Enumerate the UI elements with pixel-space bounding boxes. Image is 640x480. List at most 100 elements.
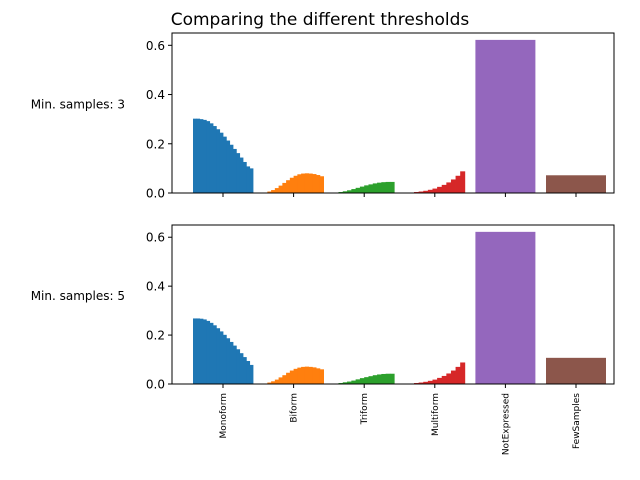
- bar-monoform: [206, 320, 211, 384]
- bar-monoform: [216, 129, 221, 193]
- bar-multiform: [427, 189, 433, 193]
- bar-multiform: [446, 373, 452, 384]
- bar-triform: [364, 185, 369, 193]
- bar-monoform: [213, 325, 217, 384]
- bar-multiform: [441, 184, 447, 193]
- bar-biform: [308, 366, 313, 384]
- bar-monoform: [243, 357, 247, 384]
- bar-monoform: [226, 338, 231, 384]
- bar-triform: [355, 187, 361, 193]
- y-tick-label: 0.0: [146, 378, 165, 392]
- bar-fewsamples: [546, 175, 606, 193]
- bar-monoform: [239, 353, 244, 384]
- bar-monoform: [209, 123, 214, 193]
- bar-triform: [359, 186, 365, 193]
- x-tick-label: Biform: [290, 393, 300, 423]
- bar-biform: [271, 190, 276, 193]
- bar-triform: [372, 375, 378, 384]
- bar-biform: [308, 173, 313, 193]
- bar-monoform: [216, 328, 221, 384]
- chart-title: Comparing the different thresholds: [171, 10, 470, 30]
- x-tick-label: Monoform: [219, 393, 229, 438]
- bar-multiform: [441, 375, 447, 384]
- bar-triform: [351, 380, 357, 384]
- bar-triform: [372, 183, 378, 193]
- x-tick-label: Triform: [360, 393, 370, 425]
- bar-triform: [347, 190, 352, 193]
- bar-biform: [274, 379, 279, 384]
- bar-monoform: [249, 168, 254, 193]
- axes-frame: [171, 224, 615, 385]
- bar-triform: [381, 182, 387, 193]
- bar-biform: [278, 377, 283, 384]
- bar-multiform: [437, 186, 443, 193]
- bar-multiform: [423, 190, 429, 193]
- bar-multiform: [418, 191, 424, 193]
- bar-multiform: [423, 381, 429, 384]
- y-tick-label: 0.2: [146, 137, 165, 151]
- bar-monoform: [229, 341, 234, 384]
- bar-monoform: [219, 132, 224, 193]
- bar-multiform: [446, 182, 452, 193]
- panel-2: Min. samples: 5 0.0 0.2 0.4 0.6 Monoform Bifor…: [31, 224, 615, 455]
- bar-biform: [316, 368, 321, 384]
- bar-monoform: [233, 345, 237, 384]
- panel-label: Min. samples: 5: [31, 289, 125, 303]
- bar-multiform: [432, 188, 438, 193]
- bar-triform: [342, 191, 348, 193]
- bar-monoform: [236, 153, 241, 193]
- bar-biform: [304, 366, 309, 384]
- bar-biform: [289, 177, 294, 193]
- bar-biform: [319, 176, 324, 193]
- bar-biform: [267, 382, 272, 384]
- x-tick-label: NotExpressed: [501, 393, 511, 455]
- bar-biform: [316, 175, 321, 193]
- bar-biform: [297, 174, 302, 193]
- bar-biform: [267, 191, 272, 193]
- bar-notexpressed: [475, 231, 536, 384]
- bar-biform: [304, 173, 309, 193]
- bar-monoform: [199, 119, 204, 193]
- bar-triform: [389, 373, 395, 384]
- bar-monoform: [193, 318, 197, 384]
- bar-triform: [364, 377, 369, 384]
- bar-triform: [351, 189, 357, 193]
- bar-multiform: [455, 366, 461, 384]
- bar-triform: [377, 374, 382, 384]
- bar-monoform: [226, 140, 231, 193]
- bar-biform: [301, 366, 306, 384]
- bar-triform: [385, 181, 391, 193]
- bar-biform: [293, 368, 298, 384]
- bar-monoform: [193, 118, 197, 193]
- bar-biform: [297, 367, 302, 384]
- bar-multiform: [418, 382, 424, 384]
- bar-monoform: [196, 318, 201, 384]
- bar-multiform: [460, 171, 466, 193]
- bar-notexpressed: [475, 39, 536, 193]
- bar-monoform: [246, 166, 251, 193]
- bar-triform: [359, 378, 365, 384]
- bar-multiform: [450, 179, 456, 193]
- bar-monoform: [243, 161, 247, 193]
- y-tick-label: 0.6: [146, 39, 165, 53]
- bar-multiform: [437, 377, 443, 384]
- bar-monoform: [229, 144, 234, 193]
- bar-multiform: [432, 379, 438, 384]
- bar-biform: [319, 369, 324, 384]
- bar-biform: [286, 180, 291, 193]
- bar-multiform: [455, 175, 461, 193]
- y-tick-label: 0.0: [146, 187, 165, 201]
- bar-biform: [289, 370, 294, 384]
- bar-triform: [385, 373, 391, 384]
- bar-triform: [389, 181, 395, 193]
- y-tick-label: 0.2: [146, 329, 165, 343]
- bar-multiform: [450, 370, 456, 384]
- bar-triform: [347, 381, 352, 384]
- bar-triform: [377, 182, 382, 193]
- bar-monoform: [209, 322, 214, 384]
- bar-monoform: [236, 349, 241, 384]
- bar-monoform: [223, 136, 227, 193]
